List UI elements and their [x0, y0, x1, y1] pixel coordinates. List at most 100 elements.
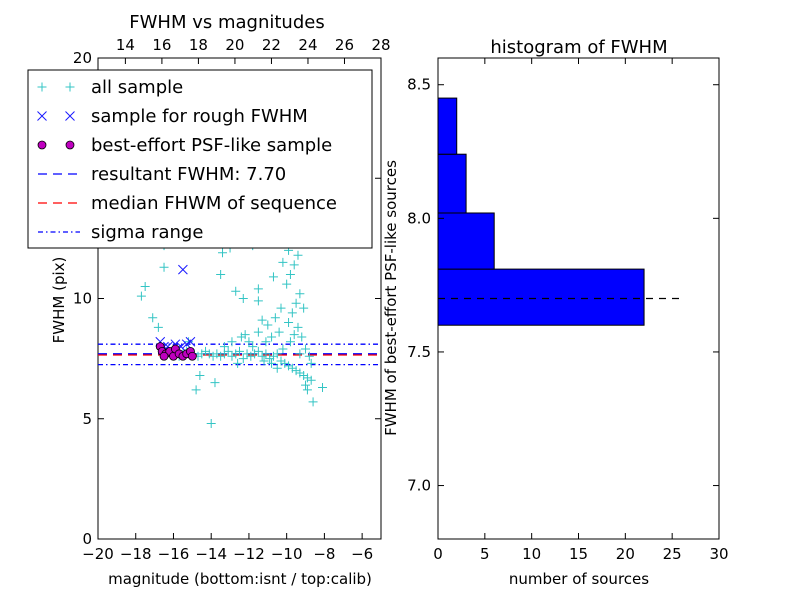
x-tick-label: 15	[569, 545, 588, 563]
data-point	[148, 313, 158, 323]
legend-marker	[37, 140, 47, 150]
right-chart-title: histogram of FWHM	[490, 37, 667, 58]
y-tick-label: 8.0	[407, 209, 431, 227]
data-point	[210, 378, 220, 388]
data-point	[276, 356, 286, 366]
data-point	[270, 313, 280, 323]
data-point	[212, 349, 222, 359]
data-point	[263, 320, 273, 330]
legend-label: sample for rough FWHM	[91, 106, 308, 127]
left-scatter-points	[136, 221, 328, 429]
data-point	[238, 354, 248, 364]
left-chart-title: FWHM vs magnitudes	[129, 12, 324, 33]
y-tick-label: 10	[73, 290, 92, 308]
left-chart: −20 −18 −16 −14 −12 −10 −8 −6 14 16 18 20 22 24 26 28 …	[27, 12, 391, 588]
x-tick-label: −16	[158, 545, 190, 563]
y-tick-label: 7.0	[407, 477, 431, 495]
data-point	[287, 308, 297, 318]
data-point	[293, 250, 303, 260]
right-x-ticks: 0 5 10 15 20 25 30	[433, 58, 729, 563]
data-point	[285, 269, 295, 279]
data-point	[306, 358, 316, 368]
data-point	[318, 382, 328, 392]
top-tick-label: 14	[116, 36, 135, 54]
x-tick-label: −20	[82, 545, 114, 563]
legend-label: sigma range	[91, 222, 203, 243]
legend-marker	[65, 140, 75, 150]
data-point	[280, 358, 290, 368]
left-y-axis-label: FWHM (pix)	[50, 257, 68, 344]
data-point	[208, 351, 218, 361]
data-point	[295, 349, 305, 359]
data-point	[299, 303, 309, 313]
data-point	[302, 373, 312, 383]
data-point	[250, 349, 260, 359]
data-point	[235, 346, 244, 356]
data-point	[257, 351, 267, 361]
x-tick-label: 5	[480, 545, 490, 563]
x-tick-label: 20	[616, 545, 635, 563]
y-tick-label: 8.5	[407, 76, 431, 94]
data-point	[261, 349, 271, 359]
x-tick-label: −10	[271, 545, 303, 563]
data-point	[278, 257, 288, 267]
data-point	[140, 281, 150, 291]
x-tick-label: 25	[663, 545, 682, 563]
right-y-ticks: 7.0 7.5 8.0 8.5	[407, 76, 719, 495]
data-point	[308, 397, 318, 407]
top-tick-label: 18	[189, 36, 208, 54]
data-point	[265, 354, 275, 364]
x-tick-label: 30	[709, 545, 728, 563]
data-point	[301, 380, 311, 390]
data-point	[289, 330, 299, 340]
data-point	[301, 344, 311, 354]
data-point	[267, 358, 277, 368]
left-bottom-ticks: −20 −18 −16 −14 −12 −10 −8 −6	[82, 533, 373, 563]
data-point	[227, 351, 237, 361]
data-point	[291, 366, 301, 376]
data-point	[223, 346, 233, 356]
legend-label: median FHWM of sequence	[91, 193, 337, 214]
data-point	[278, 344, 288, 354]
data-point	[236, 332, 246, 342]
top-tick-label: 24	[298, 36, 317, 54]
histogram-bar	[437, 97, 458, 155]
data-point	[244, 337, 254, 347]
data-point	[159, 262, 169, 272]
top-tick-label: 22	[262, 36, 281, 54]
data-point	[197, 349, 207, 359]
top-tick-label: 20	[225, 36, 244, 54]
data-point	[284, 361, 294, 371]
right-y-axis-label: FWHM of best-effort PSF-like sources	[382, 160, 400, 436]
data-point	[253, 284, 263, 294]
right-chart: 0 5 10 15 20 25 30 7.0 7.5 8.0 8.5 histogram of F…	[382, 37, 729, 588]
data-point	[291, 298, 301, 308]
data-point	[304, 351, 314, 361]
data-point	[272, 363, 282, 373]
data-point	[240, 330, 250, 340]
data-point	[191, 385, 201, 395]
data-point	[297, 332, 307, 342]
data-point	[136, 291, 146, 301]
legend-marker	[65, 82, 75, 92]
data-point	[204, 349, 214, 359]
data-point	[195, 370, 205, 380]
top-tick-label: 26	[335, 36, 354, 54]
data-point	[246, 351, 256, 361]
top-tick-label: 16	[152, 36, 171, 54]
data-point	[219, 342, 229, 352]
legend-marker	[65, 111, 75, 121]
data-point	[268, 272, 278, 282]
x-tick-label: 10	[522, 545, 541, 563]
data-point	[201, 346, 211, 356]
y-tick-label: 0	[82, 530, 92, 548]
data-point	[272, 349, 282, 359]
left-x-axis-label: magnitude (bottom:isnt / top:calib)	[108, 570, 372, 588]
data-point	[153, 322, 163, 332]
data-point	[284, 318, 294, 328]
data-point	[268, 351, 278, 361]
data-point	[282, 279, 292, 289]
legend: all sample sample for rough FWHM best-effo…	[27, 69, 373, 249]
data-point	[257, 315, 267, 325]
data-point	[295, 289, 305, 299]
